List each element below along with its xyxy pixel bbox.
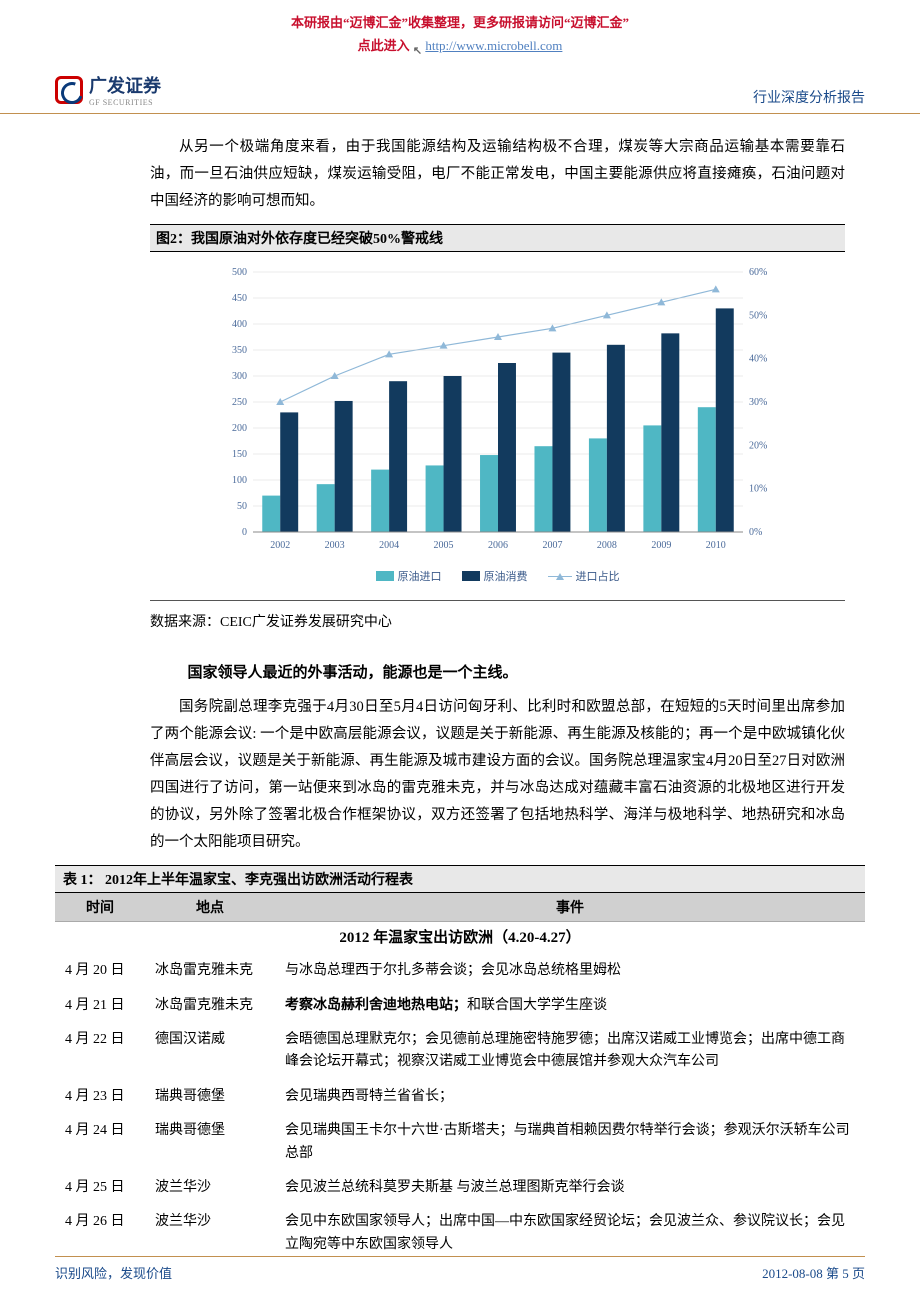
report-type: 行业深度分析报告 xyxy=(753,87,865,107)
svg-text:10%: 10% xyxy=(749,484,767,495)
svg-text:2003: 2003 xyxy=(324,540,344,551)
table1-title: 表 1： 2012年上半年温家宝、李克强出访欧洲活动行程表 xyxy=(55,865,865,893)
svg-text:450: 450 xyxy=(232,293,247,304)
svg-text:2004: 2004 xyxy=(379,540,399,551)
cell-event: 会见波兰总统科莫罗夫斯基 与波兰总理图斯克举行会谈 xyxy=(275,1171,865,1205)
page-header: 广发证券 GF SECURITIES 行业深度分析报告 xyxy=(0,62,920,114)
cell-event: 会见瑞典国王卡尔十六世·古斯塔夫；与瑞典首相赖因费尔特举行会谈；参观沃尔沃轿车公… xyxy=(275,1114,865,1171)
subheading: 国家领导人最近的外事活动，能源也是一个主线。 xyxy=(150,661,845,682)
watermark-url[interactable]: http://www.microbell.com xyxy=(425,38,562,53)
table-row: 4 月 20 日 冰岛雷克雅未克 与冰岛总理西于尔扎多蒂会谈；会见冰岛总统格里姆… xyxy=(55,954,865,988)
svg-text:400: 400 xyxy=(232,319,247,330)
paragraph-1: 从另一个极端角度来看，由于我国能源结构及运输结构极不合理，煤炭等大宗商品运输基本… xyxy=(150,134,845,214)
th-event: 事件 xyxy=(275,893,865,922)
cell-date: 4 月 21 日 xyxy=(55,989,145,1023)
svg-text:2010: 2010 xyxy=(705,540,725,551)
figure2-chart: 0 50 100 150 200 250 300 350 400 450 500 0% 10% 20% 30… xyxy=(203,262,793,562)
figure2-title: 图2：我国原油对外依存度已经突破50%警戒线 xyxy=(150,224,845,252)
cell-loc: 冰岛雷克雅未克 xyxy=(145,989,275,1023)
cell-loc: 瑞典哥德堡 xyxy=(145,1114,275,1171)
svg-text:350: 350 xyxy=(232,345,247,356)
cell-loc: 波兰华沙 xyxy=(145,1205,275,1262)
watermark-line2-prefix: 点此进入 xyxy=(358,38,413,53)
table-row: 4 月 24 日 瑞典哥德堡 会见瑞典国王卡尔十六世·古斯塔夫；与瑞典首相赖因费… xyxy=(55,1114,865,1171)
table-row: 4 月 22 日 德国汉诺威 会晤德国总理默克尔；会见德前总理施密特施罗德；出席… xyxy=(55,1023,865,1080)
cell-date: 4 月 26 日 xyxy=(55,1205,145,1262)
svg-text:40%: 40% xyxy=(749,354,767,365)
cell-loc: 德国汉诺威 xyxy=(145,1023,275,1080)
svg-text:60%: 60% xyxy=(749,267,767,278)
footer-left: 识别风险，发现价值 xyxy=(55,1263,172,1282)
svg-text:2007: 2007 xyxy=(542,540,562,551)
figure2-data-source: 数据来源：CEIC广发证券发展研究中心 xyxy=(150,600,845,631)
cell-event: 与冰岛总理西于尔扎多蒂会谈；会见冰岛总统格里姆松 xyxy=(275,954,865,988)
table-row: 4 月 25 日 波兰华沙 会见波兰总统科莫罗夫斯基 与波兰总理图斯克举行会谈 xyxy=(55,1171,865,1205)
svg-text:50: 50 xyxy=(237,501,247,512)
svg-text:150: 150 xyxy=(232,449,247,460)
paragraph-2: 国务院副总理李克强于4月30日至5月4日访问匈牙利、比利时和欧盟总部，在短短的5… xyxy=(150,694,845,855)
logo-icon xyxy=(55,76,83,104)
cell-date: 4 月 25 日 xyxy=(55,1171,145,1205)
th-loc: 地点 xyxy=(145,893,275,922)
table1: 时间 地点 事件 2012 年温家宝出访欧洲（4.20-4.27） 4 月 20… xyxy=(55,893,865,1262)
table-row: 4 月 21 日 冰岛雷克雅未克 考察冰岛赫利舍迪地热电站；和联合国大学学生座谈 xyxy=(55,989,865,1023)
table-row: 4 月 26 日 波兰华沙 会见中东欧国家领导人；出席中国—中东欧国家经贸论坛；… xyxy=(55,1205,865,1262)
cell-event: 会晤德国总理默克尔；会见德前总理施密特施罗德；出席汉诺威工业博览会；出席中德工商… xyxy=(275,1023,865,1080)
cell-event: 会见中东欧国家领导人；出席中国—中东欧国家经贸论坛；会见波兰众、参议院议长；会见… xyxy=(275,1205,865,1262)
cell-event: 会见瑞典西哥特兰省省长； xyxy=(275,1080,865,1114)
cell-loc: 瑞典哥德堡 xyxy=(145,1080,275,1114)
legend-consumption: 原油消费 xyxy=(484,568,528,584)
svg-text:250: 250 xyxy=(232,397,247,408)
cell-date: 4 月 23 日 xyxy=(55,1080,145,1114)
company-name-cn: 广发证券 xyxy=(89,72,161,98)
cell-event: 考察冰岛赫利舍迪地热电站；和联合国大学学生座谈 xyxy=(275,989,865,1023)
svg-text:0%: 0% xyxy=(749,527,762,538)
cell-loc: 波兰华沙 xyxy=(145,1171,275,1205)
legend-imports: 原油进口 xyxy=(398,568,442,584)
svg-text:100: 100 xyxy=(232,475,247,486)
page-footer: 识别风险，发现价值 2012-08-08 第 5 页 xyxy=(55,1256,865,1282)
svg-text:200: 200 xyxy=(232,423,247,434)
svg-text:300: 300 xyxy=(232,371,247,382)
footer-right: 2012-08-08 第 5 页 xyxy=(762,1263,865,1282)
company-name-en: GF SECURITIES xyxy=(89,98,161,107)
figure2-legend: 原油进口 原油消费 进口占比 xyxy=(150,568,845,584)
table-section-title: 2012 年温家宝出访欧洲（4.20-4.27） xyxy=(55,922,865,955)
cell-date: 4 月 22 日 xyxy=(55,1023,145,1080)
cell-loc: 冰岛雷克雅未克 xyxy=(145,954,275,988)
svg-text:2002: 2002 xyxy=(270,540,290,551)
cell-date: 4 月 24 日 xyxy=(55,1114,145,1171)
svg-text:30%: 30% xyxy=(749,397,767,408)
svg-text:20%: 20% xyxy=(749,441,767,452)
svg-text:50%: 50% xyxy=(749,311,767,322)
watermark-line1: 本研报由“迈博汇金”收集整理，更多研报请访问“迈博汇金” xyxy=(0,12,920,31)
cell-date: 4 月 20 日 xyxy=(55,954,145,988)
svg-text:2005: 2005 xyxy=(433,540,453,551)
legend-share: 进口占比 xyxy=(576,568,620,584)
watermark-banner: 本研报由“迈博汇金”收集整理，更多研报请访问“迈博汇金” 点此进入 ↖ http… xyxy=(0,0,920,62)
company-logo: 广发证券 GF SECURITIES xyxy=(55,72,161,107)
th-date: 时间 xyxy=(55,893,145,922)
svg-text:2008: 2008 xyxy=(596,540,616,551)
table-row: 4 月 23 日 瑞典哥德堡 会见瑞典西哥特兰省省长； xyxy=(55,1080,865,1114)
svg-text:2009: 2009 xyxy=(651,540,671,551)
svg-text:500: 500 xyxy=(232,267,247,278)
svg-text:2006: 2006 xyxy=(488,540,508,551)
cursor-icon: ↖ xyxy=(413,44,422,57)
svg-text:0: 0 xyxy=(242,527,247,538)
